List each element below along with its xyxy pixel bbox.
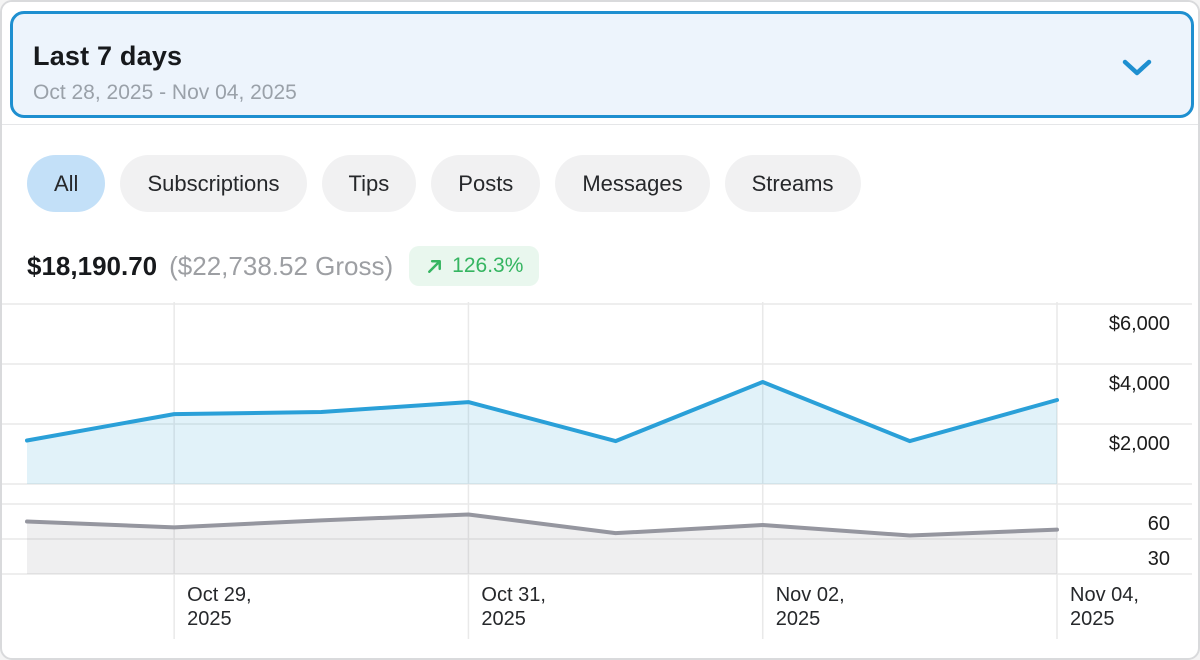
x-tick-label: Nov 02, bbox=[776, 584, 845, 606]
x-tick-label: Oct 29, bbox=[187, 584, 251, 606]
filter-pill-posts[interactable]: Posts bbox=[431, 155, 541, 212]
x-tick-label: 2025 bbox=[776, 608, 821, 630]
y-tick-label: $6,000 bbox=[1109, 313, 1170, 335]
x-tick-label: 2025 bbox=[1070, 608, 1115, 630]
gross-earnings: ($22,738.52 Gross) bbox=[169, 250, 394, 281]
x-tick-label: 2025 bbox=[481, 608, 526, 630]
chart-area: $2,000 $4,000 $6,000 30 60 Oct 29, 2025 Oct 31,… bbox=[2, 302, 1200, 647]
date-header: Last 7 days Oct 28, 2025 - Nov 04, 2025 bbox=[2, 2, 1198, 125]
y-tick-label: $4,000 bbox=[1109, 373, 1170, 395]
filter-pill-messages[interactable]: Messages bbox=[555, 155, 710, 212]
filter-pill-tips[interactable]: Tips bbox=[321, 155, 417, 212]
x-tick-label: Nov 04, bbox=[1070, 584, 1139, 606]
date-range-selector[interactable]: Last 7 days Oct 28, 2025 - Nov 04, 2025 bbox=[10, 11, 1194, 118]
date-range-value: Oct 28, 2025 - Nov 04, 2025 bbox=[33, 81, 297, 104]
date-range-label: Last 7 days bbox=[33, 41, 183, 71]
net-earnings: $18,190.70 bbox=[27, 250, 158, 281]
change-badge: 126.3% bbox=[409, 246, 540, 286]
x-tick-label: Oct 31, bbox=[481, 584, 545, 606]
change-value: 126.3% bbox=[452, 254, 524, 277]
trend-up-icon bbox=[425, 257, 444, 276]
series-line-secondary_count bbox=[25, 512, 1059, 538]
x-tick-label: 2025 bbox=[187, 608, 232, 630]
series-line-earnings_usd bbox=[25, 380, 1059, 444]
filter-pill-streams[interactable]: Streams bbox=[724, 155, 861, 212]
filter-pills: All Subscriptions Tips Posts Messages St… bbox=[27, 155, 861, 212]
filter-pill-subscriptions[interactable]: Subscriptions bbox=[120, 155, 307, 212]
series-area-earnings_usd bbox=[27, 382, 1057, 484]
earnings-summary: $18,190.70 ($22,738.52 Gross) 126.3% bbox=[27, 242, 540, 290]
y-tick-label: 60 bbox=[1148, 513, 1170, 535]
filter-pill-all[interactable]: All bbox=[27, 155, 106, 212]
y-tick-label: 30 bbox=[1148, 548, 1170, 570]
y-tick-label: $2,000 bbox=[1109, 433, 1170, 455]
chevron-down-icon bbox=[1121, 58, 1153, 81]
